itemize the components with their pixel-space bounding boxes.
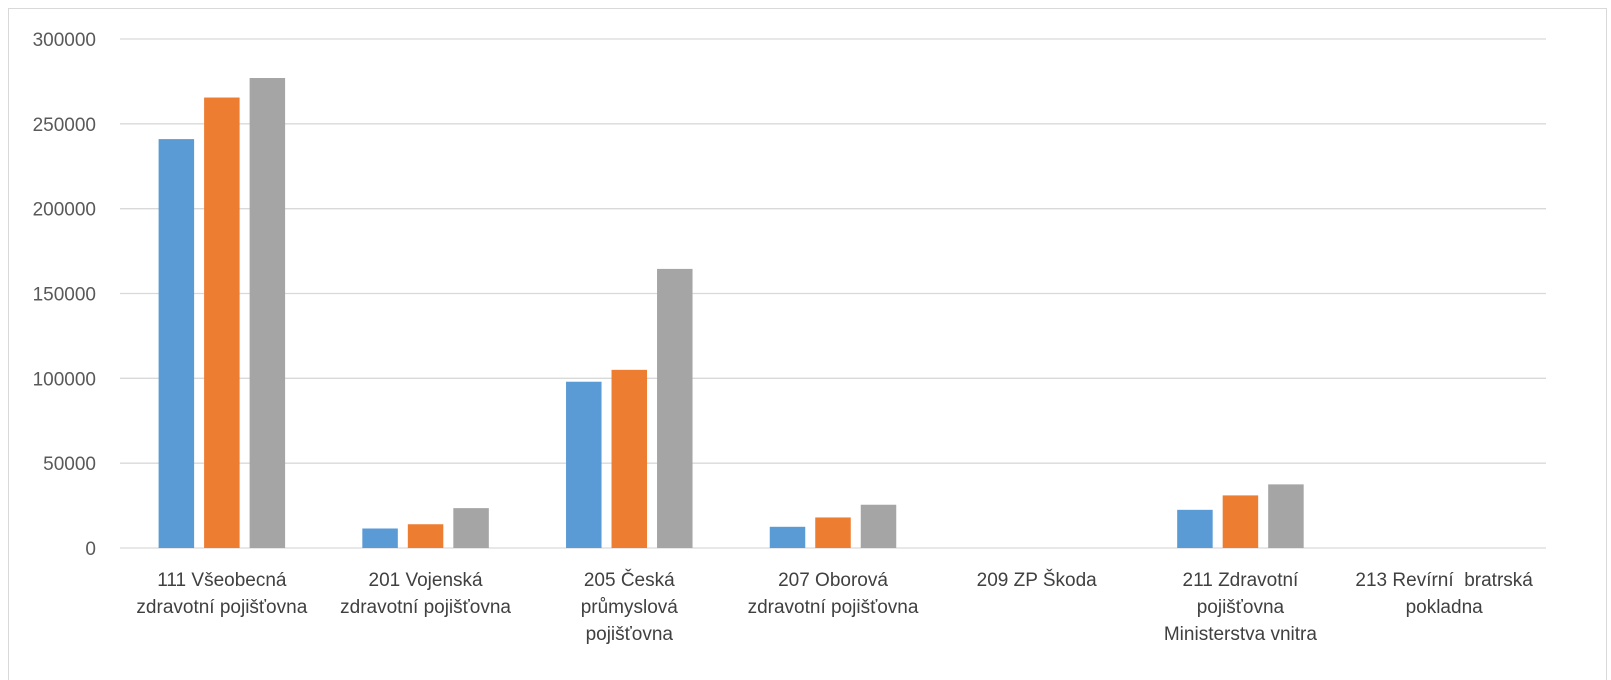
y-tick-label: 0	[85, 539, 96, 560]
x-category-label: 201 Vojenská zdravotní pojišťovna	[340, 570, 511, 618]
x-category-label: 207 Oborová zdravotní pojišťovna	[748, 570, 919, 618]
chart-border	[8, 8, 1607, 680]
x-category-label: 205 Česká průmyslová pojišťovna	[581, 569, 679, 645]
y-tick-label: 250000	[33, 115, 96, 136]
x-category-label: 209 ZP Škoda	[977, 569, 1098, 591]
y-tick-label: 300000	[33, 30, 96, 51]
x-category-label-line: pojišťovna	[1197, 597, 1285, 618]
bar-series2-cat4	[815, 517, 851, 548]
x-category-label: 111 Všeobecná zdravotní pojišťovna	[136, 570, 307, 618]
bar-series3-cat3	[657, 268, 693, 548]
x-category-label-line: zdravotní pojišťovna	[340, 597, 511, 618]
x-category-label-line: 207 Oborová	[778, 570, 888, 591]
y-tick-label: 200000	[33, 200, 96, 221]
bar-series1-cat6	[1177, 509, 1213, 548]
bar-series2-cat1	[204, 97, 240, 548]
x-category-label: 211 Zdravotní pojišťovna Ministerstva vnit…	[1164, 570, 1318, 645]
bar-series1-cat3	[566, 381, 602, 548]
bar-series1-cat1	[158, 139, 195, 548]
y-tick-label: 50000	[43, 454, 96, 475]
x-category-label-line: průmyslová	[581, 597, 679, 618]
bar-series2-cat6	[1222, 495, 1259, 548]
x-category-label-line: pokladna	[1406, 597, 1484, 618]
x-category-label-line: 111 Všeobecná	[157, 570, 287, 591]
y-tick-label: 150000	[33, 285, 96, 306]
x-category-label-line: pojišťovna	[586, 624, 674, 645]
bar-series2-cat2	[407, 524, 444, 548]
y-tick-label: 100000	[33, 369, 96, 390]
x-category-label-line: zdravotní pojišťovna	[136, 597, 307, 618]
bar-series3-cat4	[860, 504, 897, 548]
bar-series1-cat2	[362, 528, 398, 548]
x-category-label-line: zdravotní pojišťovna	[748, 597, 919, 618]
bar-series3-cat1	[249, 78, 286, 549]
bar-series3-cat6	[1268, 484, 1304, 548]
x-category-label-line: 205 Česká	[584, 569, 675, 591]
bar-series3-cat2	[453, 508, 489, 548]
x-category-label-line: 201 Vojenská	[369, 570, 484, 591]
x-category-label: 213 Revírní bratrská pokladna	[1355, 570, 1533, 618]
bar-series1-cat4	[769, 526, 806, 548]
bar-series2-cat3	[611, 369, 648, 548]
x-category-label-line: 211 Zdravotní	[1183, 570, 1300, 591]
x-category-label-line: Ministerstva vnitra	[1164, 624, 1318, 645]
x-category-label-line: 209 ZP Škoda	[977, 569, 1098, 591]
x-category-label-line: 213 Revírní bratrská	[1355, 570, 1533, 591]
